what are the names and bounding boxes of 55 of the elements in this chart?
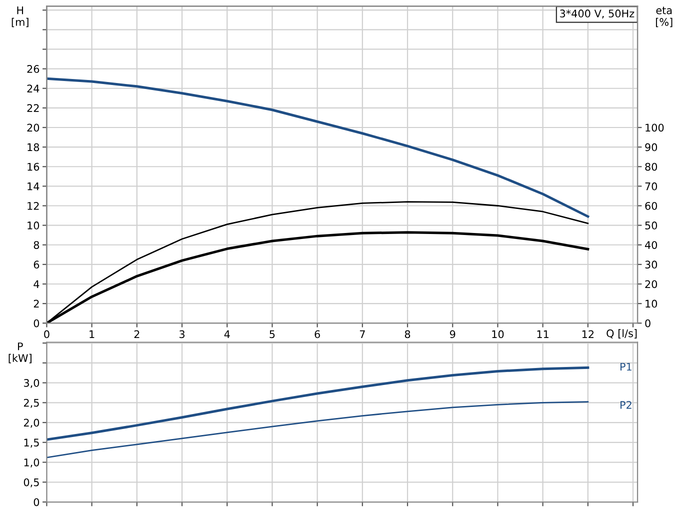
- y-tick-label: 24: [27, 84, 40, 92]
- y2-tick-label: 100: [646, 124, 664, 132]
- y-tick-label: 10: [28, 222, 40, 230]
- y-tick-label: 1,5: [24, 438, 39, 448]
- y2-axis-title: eta [%]: [656, 6, 672, 28]
- y-axis-title: H [m]: [12, 6, 28, 28]
- x-tick-label: 8: [404, 330, 410, 338]
- y2-tick-label: 10: [646, 300, 658, 308]
- text: P1: [620, 362, 632, 371]
- y-tick-label: 2,0: [24, 418, 40, 428]
- x-tick-label: 12: [582, 330, 594, 338]
- x-tick-label: 1: [90, 330, 94, 338]
- y-tick-label: 2,5: [24, 398, 39, 408]
- y2-tick-label: 50: [645, 222, 658, 230]
- y-tick-label: 0,5: [24, 478, 39, 488]
- x-tick-label: 2: [134, 330, 140, 338]
- y2-tick-label: 40: [644, 241, 658, 249]
- y-tick-label: 8: [34, 241, 40, 249]
- annotation: 3*400 V, 50Hz: [560, 10, 634, 18]
- y-tick-label: 26: [27, 65, 40, 73]
- line-series: [46, 77, 590, 218]
- line-series: [46, 366, 590, 441]
- y2-tick-label: 70: [645, 182, 658, 190]
- x-tick-label: 10: [492, 330, 504, 338]
- y-tick-label: 14: [28, 182, 40, 190]
- y-tick-label: 2: [34, 300, 39, 308]
- y-tick-label: 20: [27, 124, 40, 132]
- y2-tick-label: 0: [645, 319, 650, 328]
- y-axis-title: P [kW]: [8, 342, 32, 364]
- line-series: [46, 401, 589, 458]
- y2-tick-label: 30: [645, 260, 658, 269]
- y-tick-label: 0: [34, 498, 40, 506]
- y-tick-label: 12: [28, 202, 39, 210]
- text: P2: [620, 400, 632, 409]
- x-tick-label: 11: [537, 330, 548, 338]
- y-tick-label: 3,0: [24, 379, 40, 388]
- y2-tick-label: 20: [645, 280, 658, 288]
- y2-tick-label: 60: [645, 202, 658, 210]
- y-tick-label: 6: [34, 260, 40, 269]
- x-tick-label: 6: [314, 330, 320, 338]
- y-tick-label: 16: [28, 162, 40, 171]
- x-tick-label: 7: [360, 330, 365, 338]
- y2-tick-label: 90: [645, 143, 658, 152]
- y-tick-label: 22: [27, 104, 39, 112]
- x-axis-title: Q [l/s]: [606, 329, 637, 338]
- x-tick-label: 0: [44, 330, 50, 338]
- x-tick-label: 3: [180, 330, 184, 338]
- y2-tick-label: 80: [645, 162, 658, 171]
- x-tick-label: 4: [224, 330, 230, 338]
- y-tick-label: 18: [28, 143, 40, 152]
- y-tick-label: 0: [34, 319, 40, 328]
- x-tick-label: 5: [270, 330, 275, 338]
- x-tick-label: 9: [450, 330, 456, 338]
- y-tick-label: 1,0: [24, 458, 40, 468]
- y-tick-label: 4: [34, 280, 40, 288]
